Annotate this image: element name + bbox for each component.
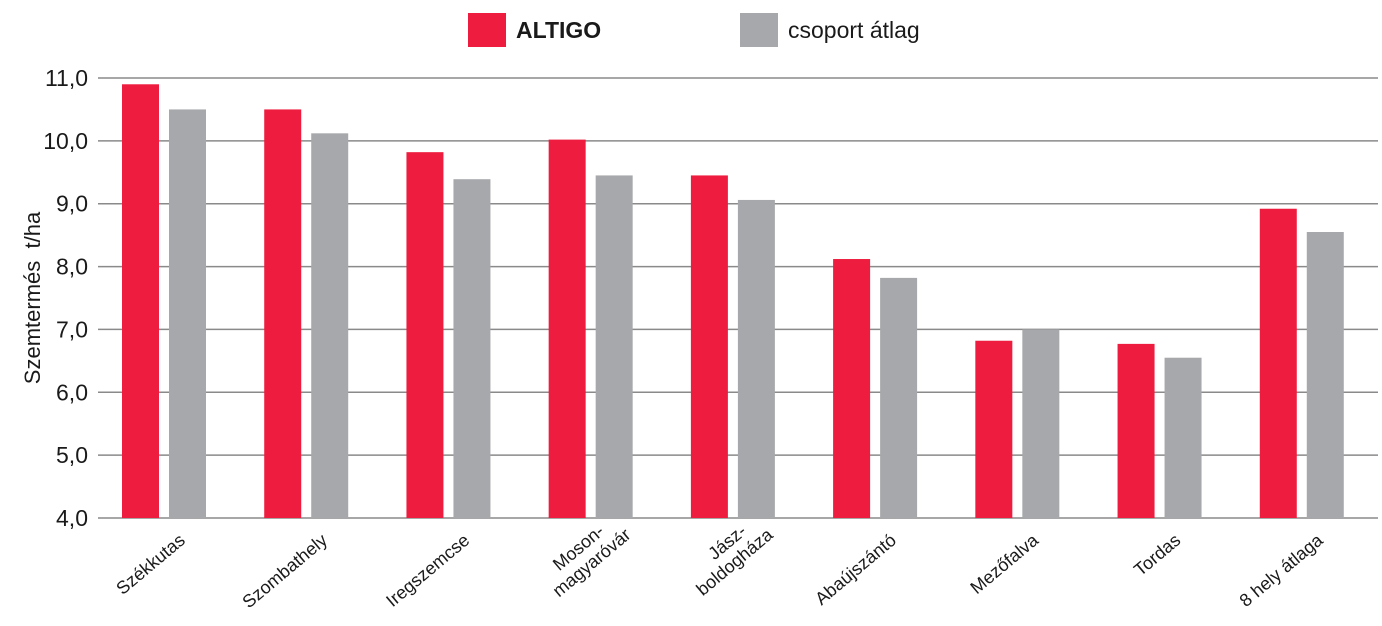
y-tick-label: 8,0 (56, 254, 88, 280)
bar-altigo (264, 109, 302, 518)
x-tick-label-line: Szombathely (238, 530, 331, 612)
legend-item-altigo: ALTIGO (468, 12, 601, 48)
y-tick-label: 5,0 (56, 442, 88, 468)
legend-swatch-csoport-atlag (740, 13, 778, 47)
x-tick-label: Szombathely (238, 530, 331, 612)
bar-altigo (1117, 343, 1155, 518)
y-tick-label: 11,0 (45, 65, 88, 91)
x-tick-label-line: Abaújszántó (811, 530, 900, 609)
y-axis-label: Szemtermés t/ha (20, 211, 45, 384)
bar-altigo (406, 152, 444, 518)
bar-csoport-atlag (595, 175, 633, 518)
bar-altigo (690, 175, 728, 518)
bar-csoport-atlag (311, 133, 349, 519)
bar-csoport-atlag (1022, 329, 1060, 518)
x-tick-label: 8 hely átlaga (1236, 529, 1328, 611)
legend-label-csoport-atlag: csoport átlag (788, 16, 920, 43)
y-tick-label: 9,0 (56, 191, 88, 217)
legend-label-altigo: ALTIGO (516, 16, 602, 43)
bar-csoport-atlag (453, 179, 491, 518)
bar-csoport-atlag (169, 109, 206, 518)
x-tick-label-line: Székkutas (112, 530, 188, 599)
x-tick-label: Moson-magyaróvár (536, 509, 635, 601)
x-tick-label: Iregszemcse (382, 530, 473, 611)
x-tick-label-line: Iregszemcse (382, 530, 473, 611)
bar-altigo (1259, 208, 1297, 518)
x-tick-label-line: Tordas (1130, 530, 1184, 580)
y-tick-label: 7,0 (56, 316, 88, 342)
bar-csoport-atlag (880, 277, 918, 518)
legend-item-csoport-atlag: csoport átlag (740, 12, 920, 48)
x-tick-label: Jász-boldogháza (680, 508, 778, 599)
bar-csoport-atlag (1306, 232, 1344, 518)
bar-altigo (833, 259, 871, 518)
x-tick-label-line: Mezőfalva (966, 529, 1042, 598)
legend-swatch-altigo (468, 13, 506, 47)
bar-csoport-atlag (737, 199, 775, 518)
x-tick-label: Tordas (1130, 530, 1184, 580)
y-tick-label: 4,0 (56, 505, 88, 531)
x-tick-label: Székkutas (112, 530, 188, 599)
bar-altigo (548, 139, 586, 518)
x-tick-label-line: 8 hely átlaga (1236, 529, 1328, 611)
y-tick-label: 6,0 (56, 379, 88, 405)
bar-csoport-atlag (1164, 357, 1202, 518)
x-tick-label: Mezőfalva (966, 529, 1042, 598)
x-tick-label: Abaújszántó (811, 530, 900, 609)
bar-altigo (975, 340, 1013, 518)
bar-altigo (122, 84, 159, 519)
y-tick-label: 10,0 (43, 128, 88, 154)
